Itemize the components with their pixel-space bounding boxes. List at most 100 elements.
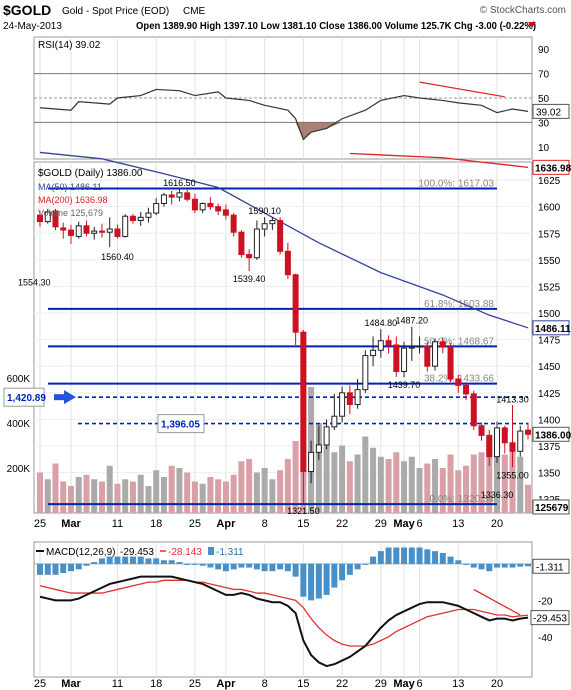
macd-histogram-bar	[385, 547, 392, 564]
price-tick-label: 1350	[538, 469, 561, 480]
x-tick-label: 15	[297, 518, 309, 530]
macd-histogram-bar	[153, 558, 160, 564]
volume-bar	[277, 470, 284, 513]
volume-bar	[106, 465, 113, 513]
macd-histogram-bar	[261, 563, 268, 572]
ohlc-summary: Open 1389.90 High 1397.10 Low 1381.10 Cl…	[136, 21, 536, 32]
candle-body	[277, 220, 284, 252]
rsi-trendline	[419, 81, 505, 98]
rsi-tick-label: 90	[538, 45, 550, 56]
macd-histogram-bar	[176, 562, 183, 564]
macd-histogram-bar	[191, 563, 198, 565]
macd-histogram-bar	[308, 563, 315, 601]
volume-bar	[261, 468, 268, 513]
volume-bar	[184, 472, 191, 513]
volume-bar	[509, 445, 516, 513]
x-tick-label: 18	[150, 678, 162, 690]
candle-body	[300, 331, 307, 473]
candle-body	[261, 223, 268, 230]
macd-histogram-bar	[478, 563, 485, 570]
macd-histogram-bar	[91, 562, 98, 564]
ma200-value: 1636.98	[535, 163, 571, 174]
ma200-legend: MA(200) 1636.98	[38, 195, 108, 205]
candle-body	[494, 427, 501, 458]
exchange-label: CME	[183, 6, 206, 17]
ma50-legend: MA(50) 1486.11	[38, 182, 102, 192]
macd-histogram-bar	[284, 563, 291, 572]
x-tick-label: 22	[336, 518, 348, 530]
candle-body	[122, 215, 129, 237]
price-tick-label: 1450	[538, 362, 561, 373]
candle-body	[168, 194, 175, 198]
volume-bar	[52, 463, 59, 513]
volume-bar	[323, 445, 330, 513]
macd-line	[39, 575, 529, 668]
volume-tick-label: 600K	[7, 374, 31, 385]
macd-histogram-bar	[486, 563, 493, 572]
macd-histogram-bar	[463, 563, 470, 565]
price-tick-label: 1600	[538, 203, 561, 214]
volume-bar	[122, 479, 129, 513]
candle-body	[292, 274, 299, 333]
price-point-label: 1539.40	[233, 274, 266, 284]
macd-histogram-bar	[230, 563, 237, 570]
candle-body	[60, 227, 67, 231]
candle-body	[323, 426, 330, 446]
price-point-label: 1413.30	[496, 394, 529, 404]
symbol-description: Gold - Spot Price (EOD)	[62, 6, 169, 17]
x-tick-label: 20	[491, 518, 503, 530]
macd-histogram-bar	[67, 563, 74, 572]
macd-histogram-bar	[129, 556, 136, 564]
candle-body	[501, 427, 508, 444]
price-tick-label: 1525	[538, 282, 561, 293]
x-tick-label: 8	[262, 518, 268, 530]
macd-hist-value-box	[532, 558, 570, 574]
macd-value-box	[530, 610, 570, 626]
volume-bar	[385, 459, 392, 513]
macd-histogram-bar	[122, 556, 129, 564]
volume-bar	[362, 436, 369, 513]
rsi-tick-label: 30	[538, 118, 550, 129]
candle-body	[160, 194, 167, 204]
candle-body	[184, 192, 191, 200]
volume-bar	[145, 486, 152, 513]
x-tick-label: 13	[452, 518, 464, 530]
macd-histogram-bar	[199, 563, 206, 566]
macd-histogram-bar	[362, 563, 369, 565]
macd-histogram-bar	[145, 558, 152, 564]
rsi-tick-label: 10	[538, 143, 550, 154]
x-tick-label: 25	[34, 678, 46, 690]
x-tick-label: 11	[112, 518, 123, 530]
volume-bar	[60, 481, 67, 513]
candle-body	[439, 341, 446, 348]
volume-bar	[37, 472, 43, 513]
candle-body	[67, 229, 74, 236]
rsi-last-value: 39.02	[536, 107, 561, 118]
ma50-line	[39, 151, 529, 329]
price-point-label: 1439.70	[388, 380, 421, 390]
candle-body	[455, 378, 462, 386]
macd-histogram-bar	[137, 556, 144, 564]
candle-body	[486, 434, 493, 458]
ma200-line	[349, 152, 529, 168]
candle-body	[230, 214, 237, 233]
price-legend: $GOLD (Daily) 1386.00	[38, 168, 143, 179]
candle-body	[385, 340, 392, 346]
macd-histogram-bar	[83, 563, 90, 566]
candle-body	[424, 345, 431, 367]
x-tick-label: 29	[375, 518, 387, 530]
x-tick-label: May	[393, 518, 415, 530]
macd-histogram-bar	[246, 563, 253, 568]
price-point-label: 1487.20	[396, 316, 429, 326]
x-tick-label: 25	[189, 518, 201, 530]
candle-body	[37, 214, 43, 223]
x-axis: 25 25 Mar Mar 11 11 18 18 25 25 Apr Apr 8 8 15 15 22 22 29…	[34, 518, 503, 690]
level-label: 1,396.05	[161, 420, 200, 431]
candle-body	[416, 345, 423, 348]
macd-histogram-bar	[501, 563, 508, 568]
down-triangle-icon	[528, 22, 536, 28]
macd-hist-value: -1.311	[536, 562, 564, 573]
volume-bar	[160, 477, 167, 513]
macd-histogram-bar	[315, 563, 322, 599]
price-tick-label: 1375	[538, 442, 561, 453]
